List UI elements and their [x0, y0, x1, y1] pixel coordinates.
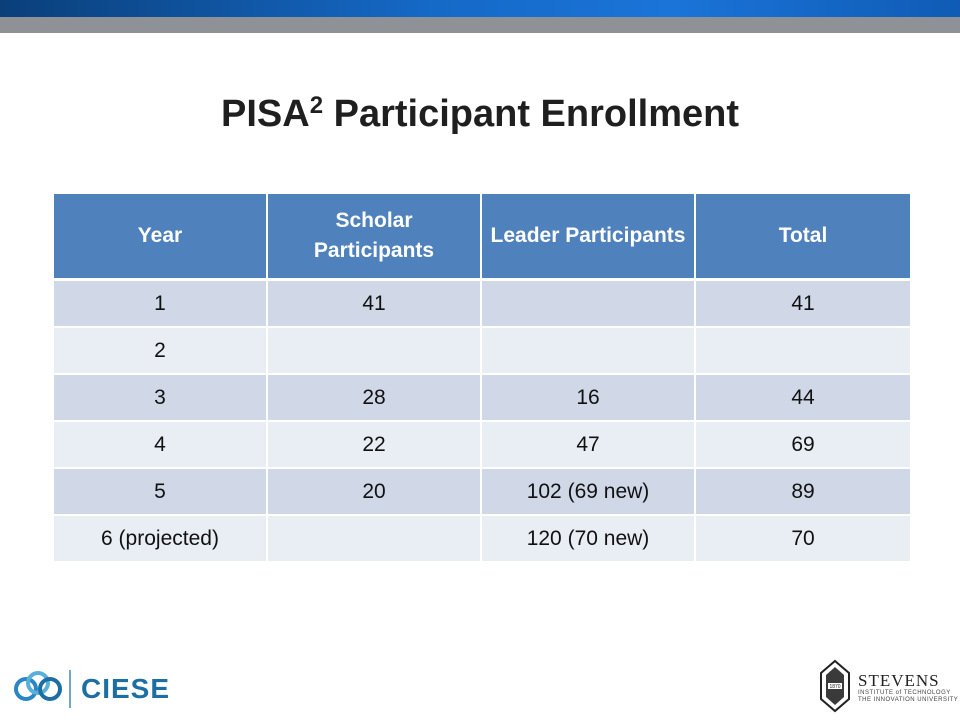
ciese-logo: CIESE: [13, 664, 170, 714]
cell-total: 41: [694, 278, 910, 327]
cell-scholar: 28: [266, 373, 481, 421]
table-header-row: Year Scholar Participants Leader Partici…: [54, 194, 910, 281]
cell-year: 1: [54, 278, 267, 327]
table-row: 5 20 102 (69 new) 89: [54, 467, 910, 515]
stevens-logo: 1870 STEVENS INSTITUTE of TECHNOLOGY THE…: [818, 659, 959, 718]
slide-title: PISA2 Participant Enrollment: [0, 92, 960, 136]
cell-leader: 16: [480, 373, 695, 421]
cell-scholar: 41: [266, 278, 481, 327]
cell-leader: 120 (70 new): [480, 514, 695, 561]
cell-year: 6 (projected): [54, 514, 267, 561]
table-row: 4 22 47 69: [54, 420, 910, 468]
cell-scholar: [266, 514, 481, 561]
top-gray-bar: [0, 17, 960, 33]
seal-year-text: 1870: [829, 684, 840, 690]
title-superscript: 2: [309, 92, 324, 119]
stevens-subtitle-2: THE INNOVATION UNIVERSITY: [858, 697, 959, 703]
cell-leader: 47: [480, 420, 695, 468]
enrollment-table: Year Scholar Participants Leader Partici…: [54, 194, 910, 561]
table-row: 2: [54, 326, 910, 374]
cell-year: 4: [54, 420, 267, 468]
cell-scholar: [266, 326, 481, 374]
stevens-seal-icon: 1870: [818, 659, 852, 718]
table-row: 3 28 16 44: [54, 373, 910, 421]
header-leader-participants: Leader Participants: [480, 194, 695, 281]
cell-scholar: 22: [266, 420, 481, 468]
cell-total: 69: [694, 420, 910, 468]
logo-divider: [69, 670, 71, 708]
stevens-subtitle-1: INSTITUTE of TECHNOLOGY: [858, 690, 951, 696]
header-scholar-participants: Scholar Participants: [266, 194, 481, 281]
ciese-logo-text: CIESE: [81, 673, 171, 704]
title-main: PISA: [220, 93, 310, 135]
cell-total: 70: [694, 514, 910, 561]
cell-leader: [480, 278, 695, 327]
cell-year: 5: [54, 467, 267, 515]
ciese-mark-icon: [13, 667, 63, 712]
table-row: 6 (projected) 120 (70 new) 70: [54, 514, 910, 561]
cell-total: 44: [694, 373, 910, 421]
header-year: Year: [54, 194, 267, 281]
header-total: Total: [694, 194, 910, 281]
cell-year: 3: [54, 373, 267, 421]
cell-year: 2: [54, 326, 267, 374]
table-row: 1 41 41: [54, 278, 910, 327]
stevens-name: STEVENS: [858, 671, 940, 690]
cell-leader: 102 (69 new): [480, 467, 695, 515]
title-rest: Participant Enrollment: [333, 93, 740, 135]
cell-leader: [480, 326, 695, 374]
top-accent-bar: [0, 0, 960, 17]
cell-scholar: 20: [266, 467, 481, 515]
cell-total: [694, 326, 910, 374]
cell-total: 89: [694, 467, 910, 515]
